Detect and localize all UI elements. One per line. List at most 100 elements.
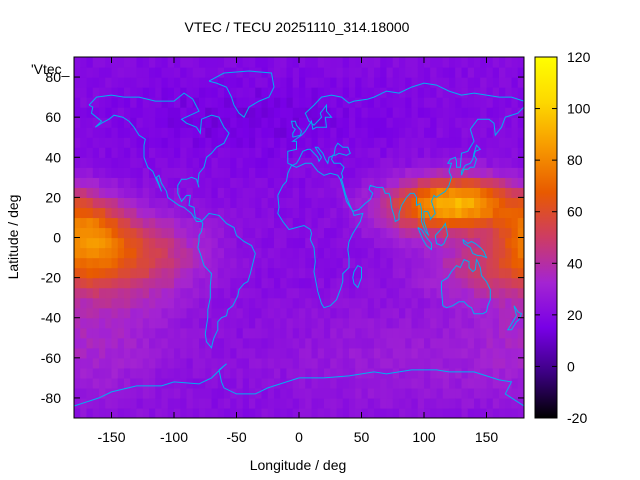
heatmap-cell bbox=[367, 317, 375, 329]
heatmap-cell bbox=[405, 367, 413, 379]
heatmap-cell bbox=[280, 237, 288, 249]
heatmap-cell bbox=[249, 197, 256, 209]
heatmap-cell bbox=[236, 277, 244, 289]
heatmap-cell bbox=[480, 187, 488, 198]
heatmap-cell bbox=[130, 317, 138, 329]
heatmap-cell bbox=[430, 357, 438, 369]
heatmap-cell bbox=[280, 147, 288, 158]
heatmap-cell bbox=[130, 287, 138, 299]
heatmap-cell bbox=[436, 287, 444, 299]
heatmap-cell bbox=[299, 197, 306, 209]
heatmap-cell bbox=[236, 217, 244, 229]
heatmap-cell bbox=[449, 157, 456, 168]
heatmap-cell bbox=[399, 407, 406, 418]
heatmap-cell bbox=[236, 327, 244, 339]
heatmap-cell bbox=[192, 237, 200, 249]
heatmap-cell bbox=[342, 187, 350, 198]
heatmap-cell bbox=[324, 377, 331, 389]
heatmap-cell bbox=[217, 347, 225, 359]
heatmap-cell bbox=[411, 327, 419, 339]
heatmap-cell bbox=[317, 207, 325, 219]
heatmap-cell bbox=[211, 227, 219, 239]
heatmap-cell bbox=[517, 287, 524, 299]
heatmap-cell bbox=[474, 267, 481, 279]
heatmap-cell bbox=[399, 197, 406, 209]
heatmap-cell bbox=[99, 297, 106, 309]
heatmap-cell bbox=[111, 197, 119, 209]
heatmap-cell bbox=[399, 337, 406, 349]
heatmap-cell bbox=[111, 77, 119, 88]
heatmap-cell bbox=[242, 297, 250, 309]
heatmap-cell bbox=[305, 377, 313, 389]
heatmap-cell bbox=[399, 227, 406, 239]
heatmap-cell bbox=[86, 407, 94, 418]
heatmap-cell bbox=[367, 357, 375, 369]
heatmap-cell bbox=[124, 137, 131, 148]
heatmap-cell bbox=[305, 327, 313, 339]
heatmap-cell bbox=[455, 267, 463, 279]
heatmap-cell bbox=[92, 187, 100, 198]
heatmap-cell bbox=[136, 227, 144, 239]
heatmap-cell bbox=[267, 387, 275, 399]
heatmap-cell bbox=[74, 237, 81, 249]
heatmap-cell bbox=[474, 277, 481, 289]
heatmap-cell bbox=[274, 167, 281, 178]
heatmap-cell bbox=[217, 357, 225, 369]
heatmap-cell bbox=[180, 217, 188, 229]
heatmap-cell bbox=[392, 117, 400, 128]
heatmap-cell bbox=[224, 367, 231, 379]
heatmap-cell bbox=[149, 107, 156, 118]
heatmap-cell bbox=[392, 157, 400, 168]
heatmap-cell bbox=[311, 67, 319, 78]
heatmap-cell bbox=[255, 177, 263, 188]
heatmap-cell bbox=[111, 347, 119, 359]
heatmap-cell bbox=[317, 127, 325, 138]
heatmap-cell bbox=[217, 277, 225, 289]
heatmap-cell bbox=[336, 377, 344, 389]
heatmap-cell bbox=[405, 197, 413, 209]
heatmap-cell bbox=[267, 157, 275, 168]
heatmap-cell bbox=[355, 57, 363, 68]
heatmap-cell bbox=[105, 287, 113, 299]
heatmap-cell bbox=[167, 87, 175, 98]
heatmap-cell bbox=[267, 77, 275, 88]
heatmap-cell bbox=[80, 97, 88, 108]
heatmap-cell bbox=[417, 77, 425, 88]
heatmap-cell bbox=[436, 307, 444, 319]
heatmap-cell bbox=[355, 97, 363, 108]
heatmap-cell bbox=[330, 237, 338, 249]
heatmap-cell bbox=[92, 227, 100, 239]
heatmap-cell bbox=[505, 127, 513, 138]
heatmap-cell bbox=[186, 327, 194, 339]
heatmap-cell bbox=[355, 257, 363, 269]
heatmap-cell bbox=[411, 337, 419, 349]
heatmap-cell bbox=[199, 237, 206, 249]
heatmap-cell bbox=[199, 287, 206, 299]
coastline-africa bbox=[277, 162, 364, 309]
heatmap-cell bbox=[417, 167, 425, 178]
heatmap-cell bbox=[180, 127, 188, 138]
heatmap-cell bbox=[236, 177, 244, 188]
heatmap-cell bbox=[517, 97, 524, 108]
heatmap-cell bbox=[492, 227, 500, 239]
heatmap-cell bbox=[86, 237, 94, 249]
heatmap-cell bbox=[149, 247, 156, 259]
heatmap-cell bbox=[311, 337, 319, 349]
heatmap-cell bbox=[186, 277, 194, 289]
heatmap-cell bbox=[324, 337, 331, 349]
heatmap-cell bbox=[267, 327, 275, 339]
heatmap-cell bbox=[111, 227, 119, 239]
heatmap-cell bbox=[399, 157, 406, 168]
heatmap-cell bbox=[492, 187, 500, 198]
colorbar-tick-label: 80 bbox=[567, 152, 583, 168]
heatmap-cell bbox=[274, 197, 281, 209]
heatmap-cell bbox=[424, 387, 431, 399]
heatmap-cell bbox=[80, 287, 88, 299]
heatmap-cell bbox=[424, 337, 431, 349]
heatmap-cell bbox=[349, 377, 356, 389]
heatmap-cell bbox=[424, 207, 431, 219]
heatmap-cell bbox=[224, 267, 231, 279]
heatmap-cell bbox=[449, 167, 456, 178]
heatmap-cell bbox=[92, 237, 100, 249]
heatmap-cell bbox=[255, 367, 263, 379]
